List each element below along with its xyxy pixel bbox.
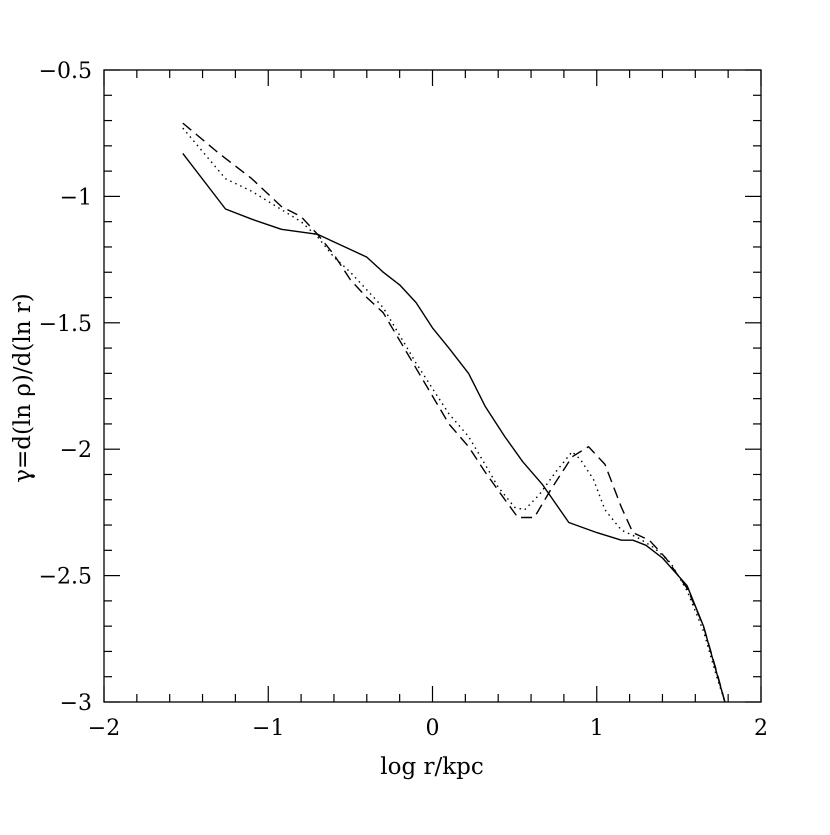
y-tick-label: −1.5 — [39, 312, 92, 337]
x-tick-label: 1 — [590, 716, 604, 741]
x-tick-label: −1 — [252, 716, 284, 741]
series-line-dashed — [182, 122, 726, 703]
y-axis-title: γ=d(ln ρ)/d(ln r) — [10, 293, 36, 483]
y-tick-label: −2.5 — [39, 565, 92, 590]
series-layer — [182, 122, 726, 703]
x-tick-label: 0 — [426, 716, 440, 741]
y-tick-label: −0.5 — [39, 59, 92, 84]
x-axis-title: log r/kpc — [380, 754, 484, 780]
series-line-solid — [182, 152, 726, 703]
series-line-dotted — [182, 127, 726, 703]
axis-ticks — [103, 69, 762, 703]
y-tick-label: −1 — [60, 185, 92, 210]
x-tick-label: 2 — [754, 716, 768, 741]
y-tick-labels: −3 −2.5 −2 −1.5 −1 −0.5 — [39, 59, 92, 716]
x-tick-labels: −2 −1 0 1 2 — [88, 716, 768, 741]
plot-frame — [103, 69, 762, 703]
x-tick-label: −2 — [88, 716, 120, 741]
y-tick-label: −3 — [60, 691, 92, 716]
y-tick-label: −2 — [60, 438, 92, 463]
